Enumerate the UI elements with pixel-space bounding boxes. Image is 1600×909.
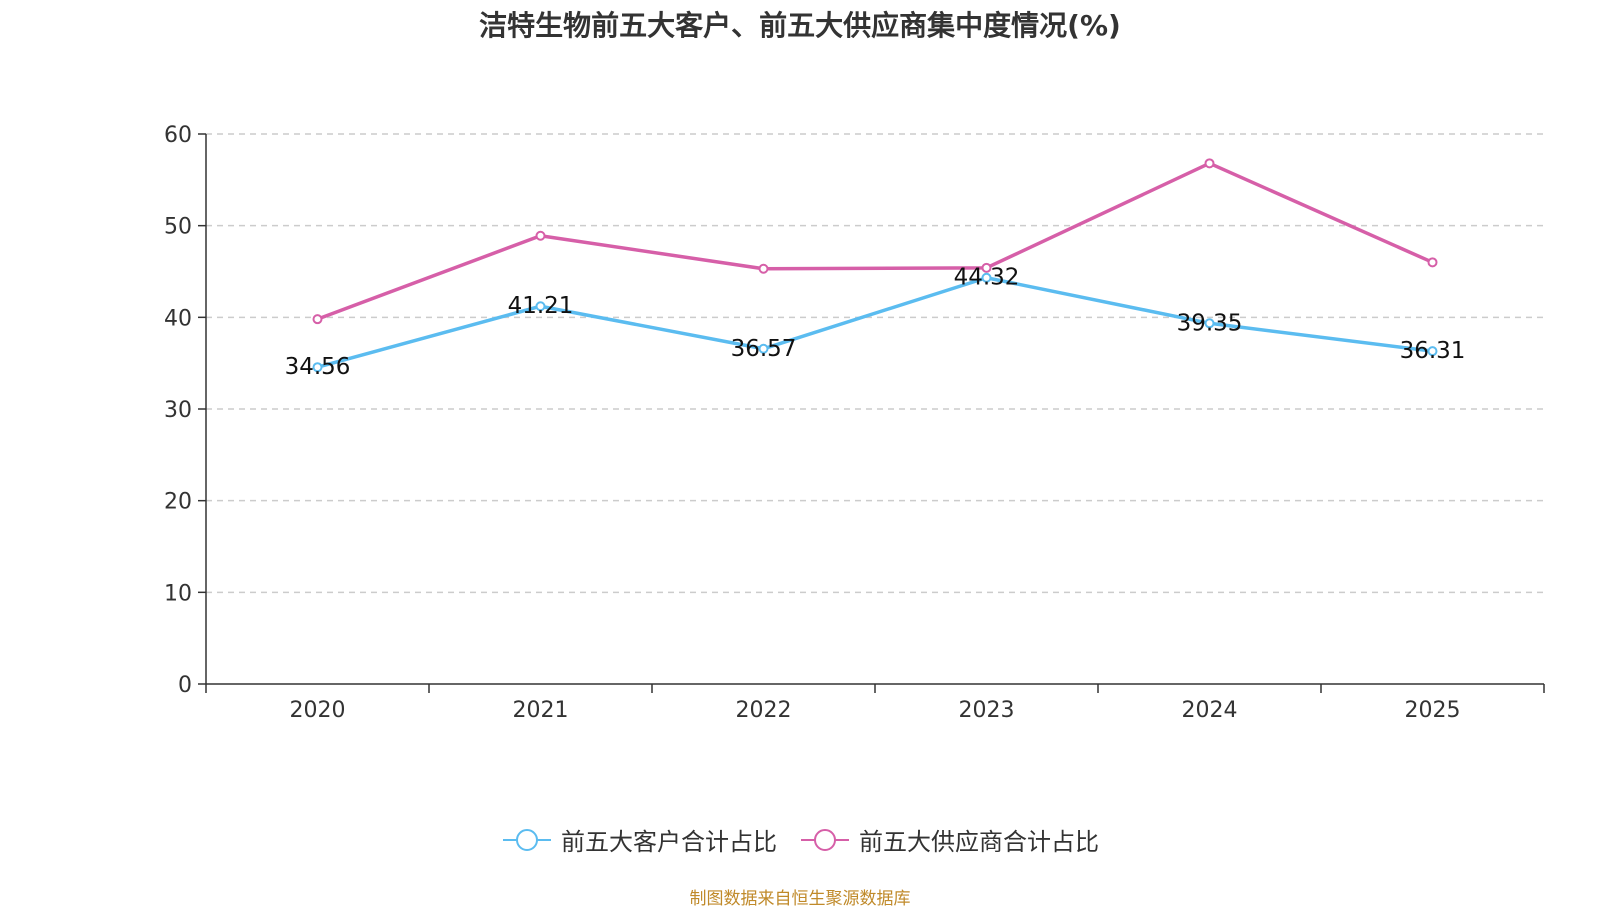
legend-item-suppliers[interactable]: 前五大供应商合计占比 bbox=[799, 822, 1099, 857]
series-1-point bbox=[535, 230, 546, 241]
series-line-0 bbox=[317, 275, 1433, 369]
x-tick-label: 2021 bbox=[513, 698, 569, 723]
y-tick-label: 10 bbox=[164, 581, 192, 606]
data-label: 44.32 bbox=[954, 265, 1020, 291]
series-1-point bbox=[312, 314, 323, 325]
data-label: 36.31 bbox=[1400, 338, 1466, 364]
data-source-note: 制图数据来自恒生聚源数据库 bbox=[689, 889, 911, 909]
series-0-point bbox=[1204, 318, 1215, 329]
y-tick-label: 30 bbox=[164, 398, 192, 423]
series-1-point bbox=[1427, 257, 1438, 268]
legend-label-suppliers: 前五大供应商合计占比 bbox=[859, 828, 1099, 856]
y-tick-label: 50 bbox=[164, 215, 192, 240]
series-layer bbox=[312, 158, 1438, 373]
axis-layer: 0 10 20 30 40 50 60 2020 2021 2022 2023 2024 2025 bbox=[164, 123, 1545, 723]
data-label: 39.35 bbox=[1177, 310, 1243, 336]
legend-item-customers[interactable]: 前五大客户合计占比 bbox=[501, 822, 777, 857]
y-tick-label: 20 bbox=[164, 490, 192, 515]
data-label: 36.57 bbox=[731, 336, 797, 362]
x-tick-label: 2023 bbox=[959, 698, 1015, 723]
data-label: 34.56 bbox=[285, 354, 351, 380]
x-tick-label: 2025 bbox=[1405, 698, 1461, 723]
y-tick-label: 40 bbox=[164, 306, 192, 331]
grid-layer bbox=[206, 133, 1544, 594]
chart-title: 洁特生物前五大客户、前五大供应商集中度情况(%) bbox=[479, 9, 1121, 42]
y-tick-label: 0 bbox=[178, 673, 192, 698]
chart-legend: 前五大客户合计占比 前五大供应商合计占比 bbox=[0, 822, 1600, 857]
x-tick-label: 2020 bbox=[290, 698, 346, 723]
x-tick-label: 2022 bbox=[736, 698, 792, 723]
data-label: 41.21 bbox=[508, 293, 574, 319]
x-tick-label: 2024 bbox=[1182, 698, 1238, 723]
series-0-point bbox=[535, 301, 546, 312]
series-0-point bbox=[758, 343, 769, 354]
series-0-point bbox=[312, 362, 323, 373]
label-layer: 34.56 41.21 36.57 44.32 39.35 36.31 bbox=[285, 265, 1466, 380]
series-line-1 bbox=[316, 161, 1434, 321]
series-1-point bbox=[1204, 158, 1215, 169]
y-tick-label: 60 bbox=[164, 123, 192, 148]
legend-marker-suppliers-icon bbox=[801, 828, 849, 851]
legend-marker-customers-icon bbox=[503, 828, 551, 851]
series-1-point bbox=[758, 263, 769, 274]
series-0-point bbox=[981, 272, 992, 283]
series-1-point bbox=[981, 262, 992, 273]
legend-label-customers: 前五大客户合计占比 bbox=[561, 828, 777, 856]
series-0-point bbox=[1427, 346, 1438, 357]
